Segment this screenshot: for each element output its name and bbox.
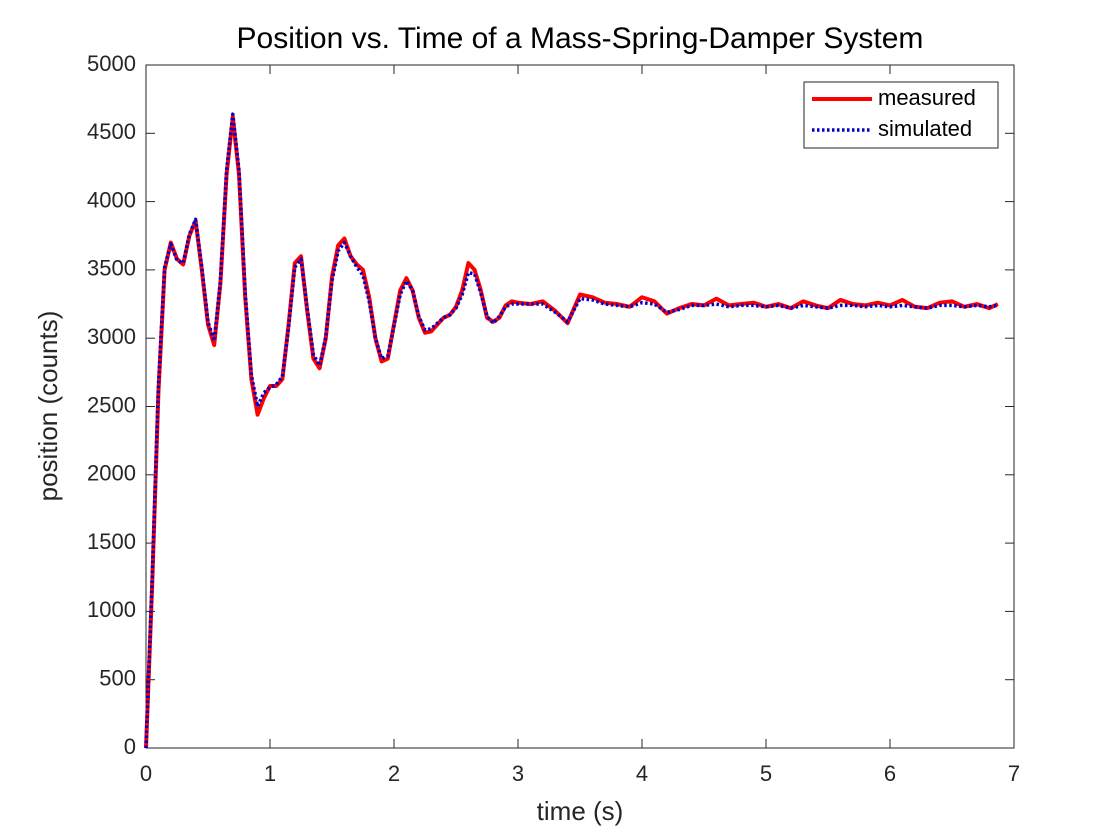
x-tick-label: 0	[140, 761, 152, 786]
x-tick-label: 6	[884, 761, 896, 786]
y-tick-label: 2500	[87, 392, 136, 417]
y-tick-label: 2000	[87, 461, 136, 486]
y-tick-label: 4500	[87, 119, 136, 144]
y-tick-label: 5000	[87, 51, 136, 76]
x-tick-label: 4	[636, 761, 648, 786]
plot-frame	[145, 64, 1015, 749]
x-tick-label: 7	[1008, 761, 1020, 786]
legend-label: measured	[878, 85, 976, 110]
y-tick-label: 3000	[87, 324, 136, 349]
legend-label: simulated	[878, 116, 972, 141]
y-tick-label: 4000	[87, 187, 136, 212]
legend-box	[803, 81, 999, 149]
x-tick-label: 5	[760, 761, 772, 786]
y-tick-label: 3500	[87, 256, 136, 281]
y-tick-label: 1500	[87, 529, 136, 554]
chart-title: Position vs. Time of a Mass-Spring-Dampe…	[237, 22, 924, 55]
y-tick-label: 0	[124, 734, 136, 759]
x-tick-label: 3	[512, 761, 524, 786]
x-tick-label: 2	[388, 761, 400, 786]
y-tick-label: 500	[99, 666, 136, 691]
y-tick-label: 1000	[87, 597, 136, 622]
y-axis-label: position (counts)	[33, 311, 63, 502]
data-line	[144, 114, 999, 749]
x-axis-label: time (s)	[537, 796, 624, 826]
x-tick-label: 1	[264, 761, 276, 786]
data-line	[144, 112, 999, 749]
